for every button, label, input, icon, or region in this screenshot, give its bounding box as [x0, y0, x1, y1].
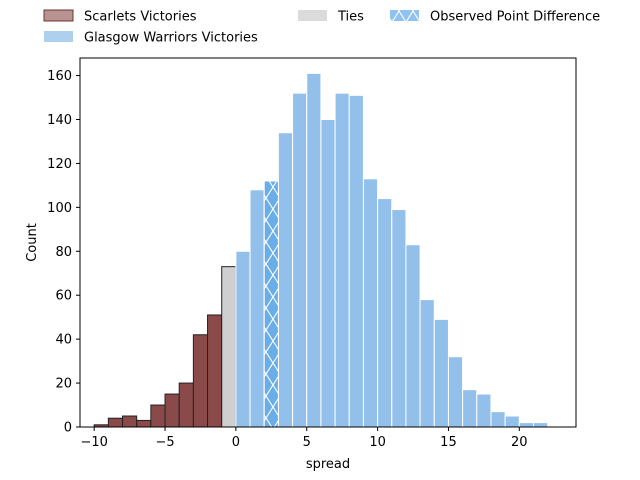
legend-item-ties: Ties	[298, 10, 364, 25]
y-tick-label: 120	[47, 157, 72, 172]
x-tick-label: 20	[511, 435, 528, 450]
glasgow-bar	[504, 415, 520, 428]
glasgow-bar	[235, 250, 251, 428]
x-tick-label: 15	[440, 435, 457, 450]
ties-bar	[221, 266, 237, 428]
x-axis: −10 −5 0 5 10 15 20	[80, 427, 528, 450]
y-axis-title: Count	[25, 223, 40, 262]
glasgow-bar	[334, 92, 350, 428]
glasgow-bar	[306, 72, 322, 428]
legend: Scarlets Victories Ties Observed Point Dif…	[43, 9, 600, 46]
legend-label: Ties	[337, 10, 364, 25]
plot-area-frame	[79, 57, 577, 428]
x-axis-title: spread	[306, 457, 350, 472]
y-tick-label: 20	[55, 377, 72, 392]
histogram-bars	[93, 72, 549, 428]
scarlets-bar	[192, 334, 209, 428]
observed-bar-hatch	[263, 180, 279, 428]
glasgow-bar	[462, 389, 478, 428]
glasgow-bar	[292, 92, 308, 428]
y-tick-label: 100	[47, 201, 72, 216]
legend-item-glasgow: Glasgow Warriors Victories	[44, 31, 258, 46]
scarlets-bar	[150, 404, 166, 428]
scarlets-bar	[164, 393, 180, 428]
legend-item-observed: Observed Point Difference	[390, 10, 600, 25]
y-tick-label: 140	[47, 113, 72, 128]
legend-swatch	[44, 31, 73, 42]
x-tick-label: 10	[369, 435, 386, 450]
glasgow-bar	[447, 356, 464, 428]
glasgow-bar	[391, 209, 407, 428]
glasgow-bar	[320, 119, 336, 428]
scarlets-bar	[107, 417, 124, 428]
scarlets-bar	[207, 314, 223, 428]
legend-item-scarlets: Scarlets Victories	[43, 9, 197, 25]
glasgow-bar	[277, 132, 294, 428]
legend-swatch	[43, 9, 74, 22]
y-tick-label: 80	[55, 245, 72, 260]
glasgow-bar	[490, 411, 506, 428]
y-axis: 0 20 40 60 80 100 120 140 160	[47, 69, 80, 436]
x-tick-label: 5	[303, 435, 311, 450]
legend-label: Glasgow Warriors Victories	[84, 31, 258, 46]
glasgow-bar	[433, 318, 449, 428]
x-tick-label: −5	[155, 435, 174, 450]
glasgow-bar	[476, 393, 492, 428]
legend-swatch	[298, 10, 327, 21]
glasgow-bar	[377, 198, 393, 428]
glasgow-bar	[348, 94, 364, 428]
legend-label: Observed Point Difference	[430, 10, 600, 25]
scarlets-bar	[136, 419, 152, 428]
glasgow-bar	[518, 422, 534, 428]
y-tick-label: 160	[47, 69, 72, 84]
glasgow-bar	[249, 189, 265, 428]
glasgow-bar	[419, 299, 435, 428]
legend-label: Scarlets Victories	[84, 10, 197, 25]
scarlets-bar	[178, 382, 194, 428]
y-tick-label: 60	[55, 289, 72, 304]
x-tick-label: −10	[80, 435, 107, 450]
x-tick-label: 0	[232, 435, 240, 450]
glasgow-bar	[532, 422, 549, 428]
glasgow-bar	[405, 244, 421, 428]
scarlets-bar	[122, 415, 138, 428]
y-tick-label: 40	[55, 333, 72, 348]
glasgow-bar	[362, 178, 379, 428]
legend-swatch-hatch	[390, 10, 419, 21]
y-tick-label: 0	[64, 421, 72, 436]
